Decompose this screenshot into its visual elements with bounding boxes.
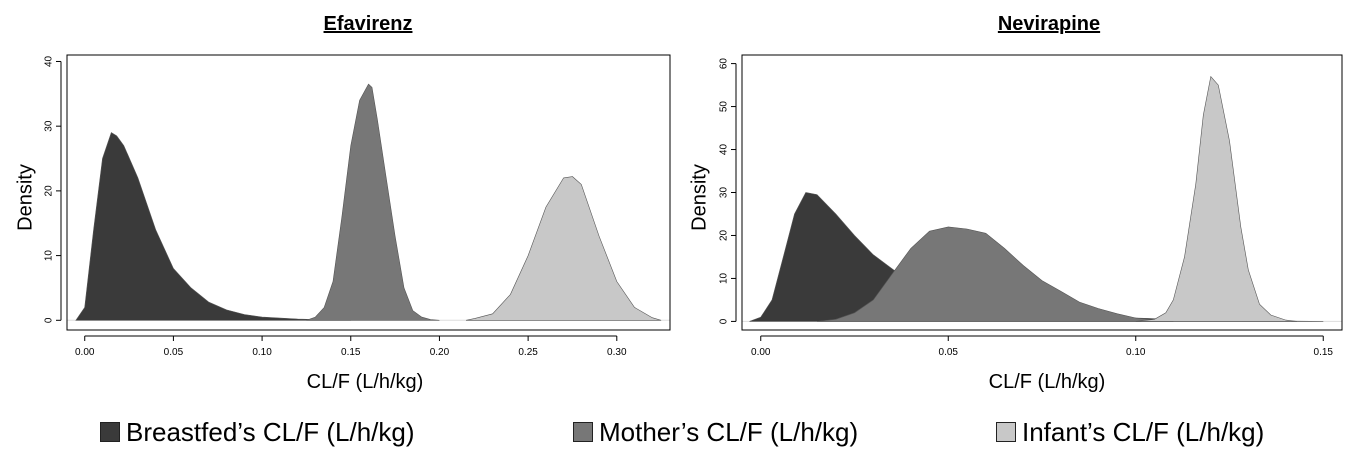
panel-1-x-tick-label-6: 0.30: [607, 347, 627, 358]
panel-1-area-breastfed: [75, 132, 351, 321]
panel-2-y-tick-label-3: 30: [719, 187, 730, 199]
panel-2-y-tick-label-5: 50: [719, 101, 730, 113]
panel-2-y-tick-label-6: 60: [719, 58, 730, 70]
legend-label-breastfed: Breastfed’s CL/F (L/h/kg): [126, 416, 415, 447]
legend-item-infant: Infant’s CL/F (L/h/kg): [996, 412, 1264, 452]
panel-2-x-tick-label-0: 0.00: [751, 347, 771, 358]
panel-1-x-tick-label-3: 0.15: [341, 347, 361, 358]
panel-1-y-tick-label-1: 10: [44, 250, 55, 262]
panel-2-y-axis-title: Density: [688, 164, 710, 231]
panel-1-title: Efavirenz: [324, 13, 413, 35]
panel-1-area-infant: [465, 176, 662, 321]
panel-2: Nevirapine 0.00 0.05 0.10 0.15 0 10 20 30 40 50 60 C…: [688, 13, 1343, 393]
panel-2-plot-frame: [741, 54, 1343, 331]
panel-1-area-mother: [306, 83, 440, 321]
panel-1-y-tick-label-3: 30: [44, 120, 55, 132]
legend-swatch-infant: [996, 422, 1016, 442]
panel-1-x-axis-title: CL/F (L/h/kg): [307, 371, 424, 393]
panel-2-y-tick-label-4: 40: [719, 144, 730, 156]
panel-1-x-tick-label-4: 0.20: [430, 347, 450, 358]
legend-item-breastfed: Breastfed’s CL/F (L/h/kg): [100, 412, 415, 452]
panel-2-area-infant: [1135, 75, 1298, 322]
panel-2-x-tick-label-1: 0.05: [939, 347, 959, 358]
panel-1-y-tick-label-4: 40: [44, 55, 55, 67]
panel-2-title: Nevirapine: [998, 13, 1100, 35]
panel-2-y-tick-label-1: 10: [719, 272, 730, 284]
legend-swatch-mother: [573, 422, 593, 442]
panel-1-x-tick-label-5: 0.25: [518, 347, 538, 358]
legend-label-infant: Infant’s CL/F (L/h/kg): [1022, 416, 1265, 447]
legend-item-mother: Mother’s CL/F (L/h/kg): [573, 412, 858, 452]
panel-1-y-tick-label-0: 0: [44, 317, 55, 323]
legend-swatch-breastfed: [100, 422, 120, 442]
panel-1-plot-frame: [66, 54, 671, 331]
panel-2-area-mother: [816, 226, 1174, 322]
panel-2-x-tick-label-3: 0.15: [1314, 347, 1334, 358]
panel-1-y-axis-title: Density: [14, 164, 36, 231]
panel-1-x-tick-label-2: 0.10: [252, 347, 272, 358]
legend: Breastfed’s CL/F (L/h/kg) Mother’s CL/F …: [0, 412, 1355, 452]
panel-2-x-tick-label-2: 0.10: [1126, 347, 1146, 358]
panel-1-y-tick-label-2: 20: [44, 185, 55, 197]
panel-2-y-tick-label-0: 0: [719, 318, 730, 324]
panel-1-x-tick-label-1: 0.05: [164, 347, 184, 358]
panel-1-x-tick-label-0: 0.00: [75, 347, 95, 358]
panel-2-y-tick-label-2: 20: [719, 229, 730, 241]
legend-label-mother: Mother’s CL/F (L/h/kg): [599, 416, 859, 447]
panel-2-x-axis-title: CL/F (L/h/kg): [989, 371, 1106, 393]
panel-1: Efavirenz 0.00 0.05 0.10 0.15 0.20 0.25 0.30 0 10…: [14, 13, 671, 393]
